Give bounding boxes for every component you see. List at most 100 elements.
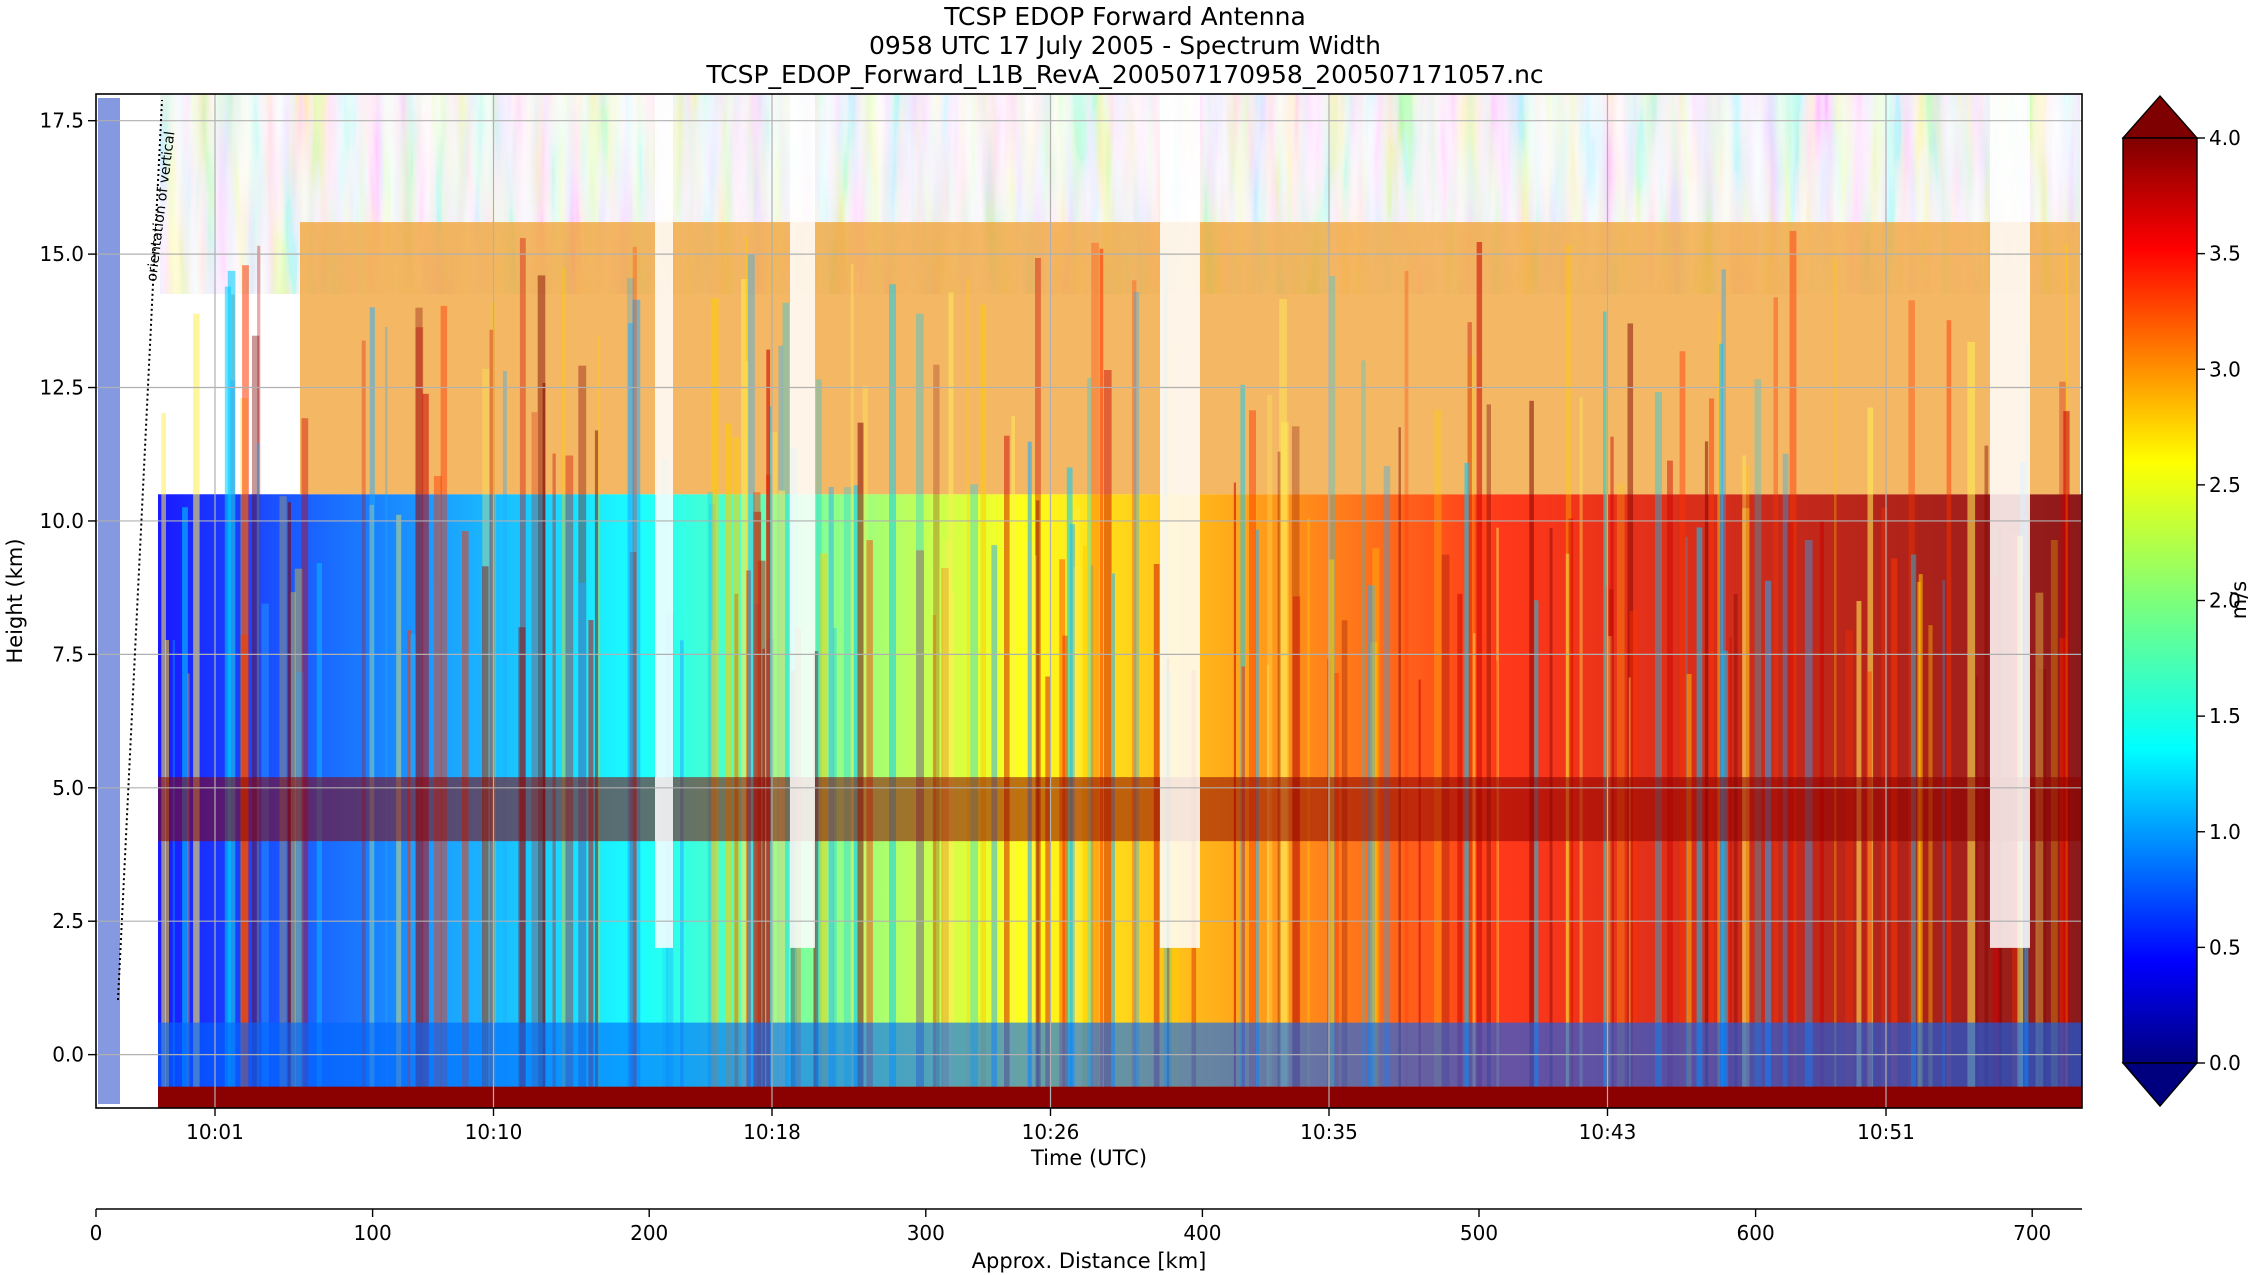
echo-streak [2059,381,2066,1108]
echo-streak [227,270,236,1108]
echo-streak [301,418,309,1108]
x-tick-label: 10:01 [186,1120,244,1144]
echo-streak [369,307,375,1108]
echo-streak [813,651,819,1108]
distance-axis-label: Approx. Distance [km] [972,1249,1207,1273]
echo-streak [1679,351,1686,1108]
echo-streak [1467,322,1472,1108]
x-tick-label: 10:18 [743,1120,801,1144]
echo-streak [1534,600,1539,1108]
colorbar-tick-label: 4.0 [2209,126,2241,150]
echo-streak [1704,441,1709,1108]
echo-streak [1946,320,1952,1108]
echo-streak [1608,589,1614,1108]
echo-streak [478,648,484,1108]
echo-streak [165,640,169,1108]
echo-streak [1035,258,1041,1108]
echo-streak [385,327,388,1108]
echo-streak [1434,409,1442,1108]
x-tick-label: 10:26 [1022,1120,1080,1144]
colorbar-tick-label: 0.0 [2209,1051,2241,1075]
echo-streak [290,592,296,1108]
echo-streak [172,640,175,1108]
melting-layer [158,777,2082,842]
distance-tick-label: 100 [354,1221,392,1245]
echo-streak [1476,242,1483,1108]
echo-streak [1292,596,1301,1108]
chart-subtitle: 0958 UTC 17 July 2005 - Spectrum Width [869,31,1381,60]
echo-streak [710,298,719,1108]
colorbar-extend-min [2121,1062,2199,1108]
echo-streak [1984,445,1989,1108]
echo-streak [948,292,954,1108]
echo-streak [256,443,260,1108]
echo-streak [1709,398,1715,1108]
x-tick-label: 10:51 [1857,1120,1915,1144]
echo-streak [980,304,987,1108]
echo-streak [1565,244,1572,1108]
echo-streak [1249,410,1256,1108]
x-tick-label: 10:43 [1579,1120,1637,1144]
colorbar [2122,137,2198,1064]
echo-streak [1099,248,1104,1108]
echo-streak [1764,580,1772,1108]
echo-streak [361,340,366,1108]
echo-streak [1654,392,1662,1108]
echo-streak [1976,676,1979,1108]
echo-streak [1686,673,1692,1108]
echo-streak [857,422,864,1108]
echo-streak [1361,360,1366,1108]
echo-streak [1629,610,1638,1108]
distance-tick-label: 0 [90,1221,103,1245]
y-tick-label: 15.0 [39,242,84,266]
echo-streak [2035,592,2044,1108]
echo-streak [597,336,601,1108]
echo-streak [1717,312,1720,1108]
echo-streak [762,648,765,1108]
echo-streak [1733,594,1738,1108]
distance-tick-label: 500 [1460,1221,1498,1245]
colorbar-tick-label: 3.0 [2209,357,2241,381]
echo-streak [816,379,822,1108]
echo-streak [1754,379,1762,1108]
echo-streak [1011,416,1015,1108]
y-tick-label: 12.5 [39,376,84,400]
echo-streak [1603,311,1607,1108]
surface-echo [158,1086,2082,1108]
echo-streak [1773,297,1778,1108]
echo-streak [932,615,936,1108]
echo-streak [440,305,448,1108]
echo-streak [1845,630,1854,1108]
y-tick-label: 10.0 [39,509,84,533]
echo-streak [741,279,748,1108]
echo-streak [500,662,504,1108]
echo-streak [1133,292,1140,1108]
echo-streak [1607,636,1613,1108]
echo-streak [1131,280,1137,1108]
echo-streak [1628,677,1631,1108]
echo-streak [1866,671,1872,1108]
echo-streak [1610,436,1614,1108]
echo-streak [1062,635,1068,1108]
echo-streak [1908,300,1915,1108]
echo-streak [766,349,771,1108]
echo-streak [1341,620,1348,1108]
echo-streak [415,307,423,1108]
echo-streak [1045,676,1051,1108]
echo-streak [1579,397,1583,1108]
echo-streak [1334,673,1339,1108]
distance-tick-label: 200 [630,1221,668,1245]
colorbar-extend-max [2121,94,2199,139]
y-tick-label: 7.5 [52,642,84,666]
echo-streak [242,265,249,1108]
colorbar-tick-label: 3.5 [2209,242,2241,266]
echo-streak [1281,422,1289,1108]
echo-streak [193,313,200,1108]
echo-streak [531,412,538,1108]
echo-streak [1027,441,1032,1108]
echo-streak [251,335,260,1108]
echo-streak [1398,427,1401,1108]
echo-streak [2038,669,2047,1108]
x-axis-ticks: 10:01 10:10 10:18 10:26 10:35 10:43 10:51 [186,1108,1915,1144]
y-tick-label: 0.0 [52,1043,84,1067]
